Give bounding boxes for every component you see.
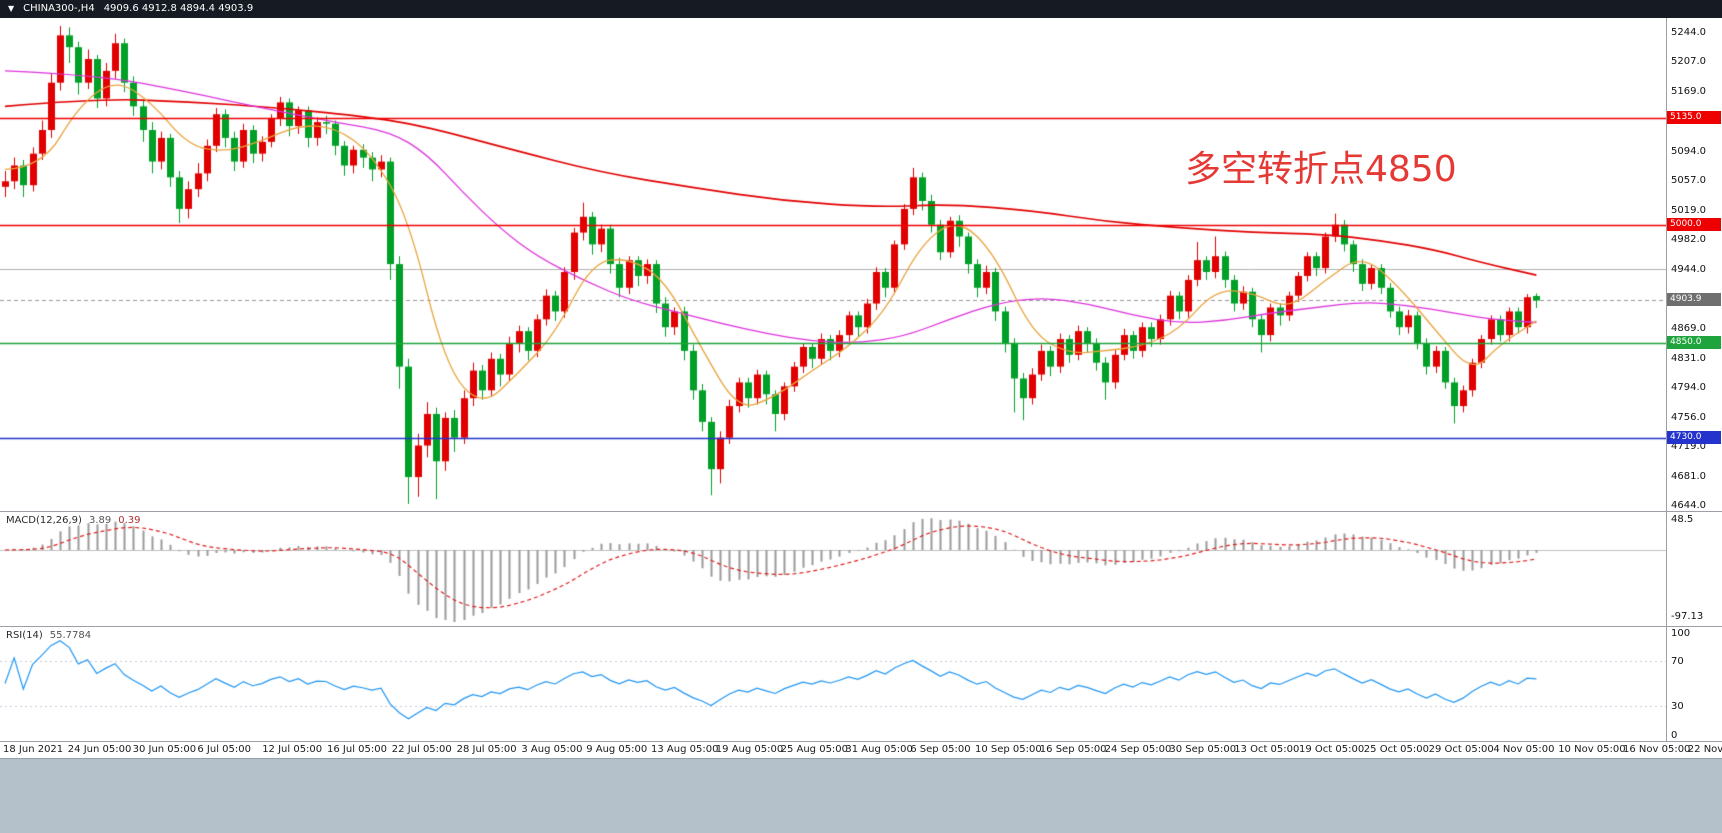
rsi-name: RSI(14) [6, 630, 43, 641]
price-axis-tick: 5132.0 [1671, 115, 1706, 127]
price-line-tag[interactable]: 4850.0 [1667, 335, 1721, 349]
macd-scale-min: -97.13 [1671, 611, 1704, 622]
bottom-empty-band [0, 758, 1722, 833]
price-line-tag[interactable]: 5000.0 [1667, 217, 1721, 231]
price-axis-tick: 4681.0 [1671, 471, 1706, 483]
main-price-chart-canvas[interactable] [0, 18, 1666, 511]
ohlc-readout: 4909.6 4912.8 4894.4 4903.9 [103, 3, 254, 14]
macd-signal-value: 0.39 [118, 515, 141, 526]
rsi-value: 55.7784 [49, 630, 92, 641]
macd-name: MACD(12,26,9) [6, 515, 82, 526]
price-axis-tick: 5019.0 [1671, 204, 1706, 216]
price-axis-tick: 5094.0 [1671, 145, 1706, 157]
price-axis-tick: 4869.0 [1671, 322, 1706, 334]
price-axis-tick: 5169.0 [1671, 86, 1706, 98]
current-price-tag: 4903.9 [1667, 293, 1721, 307]
price-axis-tick: 4831.0 [1671, 352, 1706, 364]
price-axis-tick: 4719.0 [1671, 441, 1706, 453]
rsi-panel-canvas[interactable] [0, 627, 1666, 740]
macd-scale-max: 48.5 [1671, 514, 1694, 525]
price-axis-tick: 4982.0 [1671, 233, 1706, 245]
price-axis-tick: 4944.0 [1671, 263, 1706, 275]
price-scale-separator [1666, 18, 1667, 741]
chart-title-bar: ▼ CHINA300-,H4 4909.6 4912.8 4894.4 4903… [0, 0, 1722, 18]
price-axis-tick: 4756.0 [1671, 412, 1706, 424]
date-axis-strip [0, 741, 1722, 758]
price-axis-tick: 4644.0 [1671, 500, 1706, 512]
symbol-timeframe-label: CHINA300-,H4 [23, 3, 95, 14]
rsi-scale-label: 70 [1671, 655, 1684, 667]
macd-main-value: 3.89 [88, 515, 112, 526]
rsi-indicator-label: RSI(14) 55.7784 [6, 630, 91, 641]
macd-indicator-label: MACD(12,26,9) 3.89 0.39 [6, 515, 140, 526]
rsi-scale-label: 0 [1671, 730, 1678, 741]
price-axis-tick: 5244.0 [1671, 27, 1706, 39]
macd-panel-canvas[interactable] [0, 512, 1666, 625]
price-line-tag[interactable]: 4730.0 [1667, 430, 1721, 444]
rsi-panel-separator [0, 626, 1722, 627]
macd-panel-separator [0, 511, 1722, 512]
price-axis-tick: 5057.0 [1671, 174, 1706, 186]
price-line-tag[interactable]: 5135.0 [1667, 111, 1721, 125]
price-axis-tick: 4794.0 [1671, 382, 1706, 394]
price-axis-tick: 4907.0 [1671, 293, 1706, 305]
rsi-scale-label: 30 [1671, 701, 1684, 713]
rsi-scale-label: 100 [1671, 628, 1691, 639]
symbol-dropdown-icon[interactable]: ▼ [8, 4, 15, 13]
annotation-text[interactable]: 多空转折点4850 [1185, 149, 1457, 190]
price-axis-tick: 5207.0 [1671, 56, 1706, 68]
